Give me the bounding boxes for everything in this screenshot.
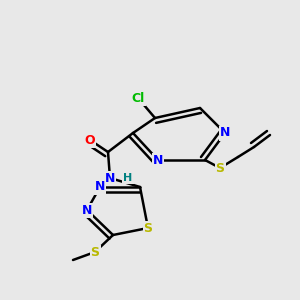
Text: H: H <box>123 173 133 183</box>
Text: N: N <box>105 172 115 184</box>
Text: N: N <box>95 181 105 194</box>
Text: N: N <box>82 203 92 217</box>
Text: S: S <box>143 221 152 235</box>
Text: S: S <box>215 161 224 175</box>
Text: Cl: Cl <box>131 92 145 104</box>
Text: N: N <box>220 127 230 140</box>
Text: O: O <box>85 134 95 146</box>
Text: N: N <box>153 154 163 166</box>
Text: S: S <box>91 245 100 259</box>
